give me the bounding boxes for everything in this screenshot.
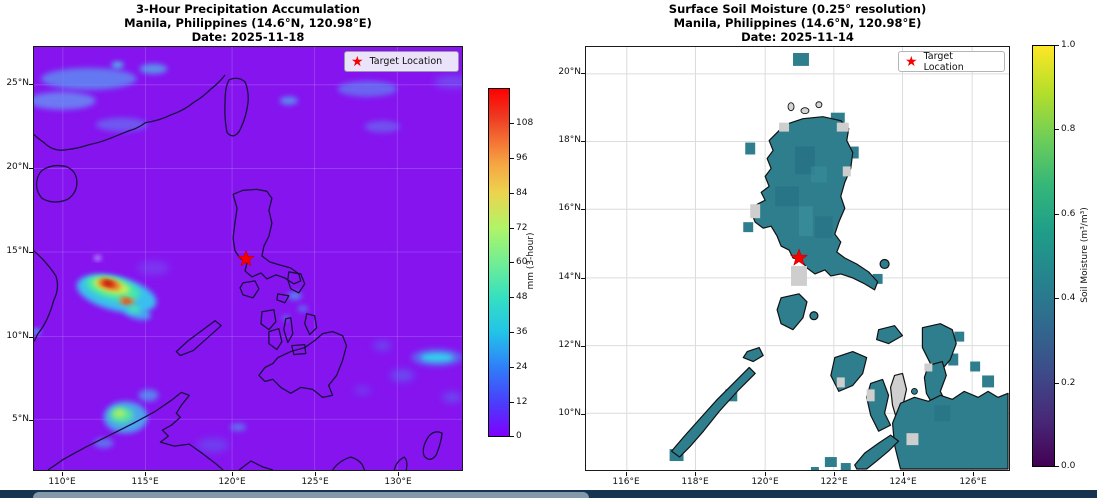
precip-intense-cell bbox=[76, 274, 157, 320]
y-tick: 18°N bbox=[558, 135, 581, 145]
x-tickmark bbox=[145, 472, 146, 476]
cbar-tick: 0.2 bbox=[1061, 378, 1076, 388]
x-tick: 120°E bbox=[751, 477, 779, 487]
soil-nodata-cells bbox=[750, 122, 933, 446]
cbar-tick: 0.8 bbox=[1061, 124, 1076, 134]
x-tickmark bbox=[695, 472, 696, 476]
soil-colorbar-gradient bbox=[1033, 46, 1054, 466]
x-tickmark bbox=[903, 472, 904, 476]
background-window-tab[interactable] bbox=[33, 492, 589, 498]
y-tickmark bbox=[581, 278, 585, 279]
cbar-tick: 108 bbox=[516, 118, 534, 128]
soil-legend: ★ Target Location bbox=[898, 50, 1005, 73]
precip-colorbar-gradient bbox=[489, 89, 509, 436]
y-tickmark bbox=[29, 420, 33, 421]
precip-title-block: 3-Hour Precipitation Accumulation Manila… bbox=[33, 2, 463, 44]
soil-map: ★ Target Location 116°E 118°E 120°E 122°… bbox=[558, 46, 1010, 487]
cbar-tick: 84 bbox=[516, 188, 528, 198]
precip-map: ★ Target Location 110°E 115°E 120°E 125°… bbox=[6, 46, 463, 487]
legend-star-icon: ★ bbox=[351, 53, 364, 70]
precip-colorbar bbox=[488, 88, 510, 437]
y-tick: 5°N bbox=[12, 414, 29, 424]
precip-title: 3-Hour Precipitation Accumulation bbox=[136, 2, 360, 16]
soil-subtitle: Manila, Philippines (14.6°N, 120.98°E) bbox=[673, 16, 922, 30]
x-tick: 116°E bbox=[612, 477, 640, 487]
y-tickmark bbox=[29, 84, 33, 85]
cbar-tick: 0.0 bbox=[1061, 461, 1076, 471]
soil-title: Surface Soil Moisture (0.25° resolution) bbox=[668, 2, 927, 16]
x-tickmark bbox=[232, 472, 233, 476]
precip-date: Date: 2025-11-18 bbox=[191, 30, 305, 44]
precip-legend-label: Target Location bbox=[369, 56, 443, 67]
x-tickmark bbox=[315, 472, 316, 476]
y-tickmark bbox=[581, 414, 585, 415]
x-tick: 130°E bbox=[384, 477, 412, 487]
y-tick: 25°N bbox=[6, 78, 29, 88]
x-tick: 122°E bbox=[820, 477, 848, 487]
precip-map-svg bbox=[33, 46, 463, 471]
precip-south-patches bbox=[93, 340, 462, 453]
x-tickmark bbox=[765, 472, 766, 476]
x-tickmark bbox=[626, 472, 627, 476]
soil-date: Date: 2025-11-14 bbox=[741, 30, 854, 44]
x-tick: 120°E bbox=[218, 477, 246, 487]
cbar-tick: 0.4 bbox=[1061, 293, 1076, 303]
y-tick: 10°N bbox=[558, 408, 581, 418]
y-tick: 14°N bbox=[558, 272, 581, 282]
y-tickmark bbox=[581, 209, 585, 210]
cbar-tick: 12 bbox=[516, 397, 528, 407]
cbar-tick: 48 bbox=[516, 292, 528, 302]
cbar-tick: 0 bbox=[516, 431, 522, 441]
precip-coastlines bbox=[34, 74, 443, 470]
target-star-icon bbox=[237, 249, 255, 267]
x-tick: 126°E bbox=[959, 477, 987, 487]
x-tick: 110°E bbox=[48, 477, 76, 487]
y-tickmark bbox=[581, 346, 585, 347]
x-tickmark bbox=[62, 472, 63, 476]
x-tickmark bbox=[973, 472, 974, 476]
soil-map-svg bbox=[585, 46, 1010, 471]
precip-legend: ★ Target Location bbox=[344, 51, 459, 72]
cbar-tick: 36 bbox=[516, 327, 528, 337]
y-tick: 12°N bbox=[558, 340, 581, 350]
legend-star-icon: ★ bbox=[905, 53, 918, 70]
y-tickmark bbox=[581, 141, 585, 142]
y-tick: 16°N bbox=[558, 203, 581, 213]
cbar-tick: 60 bbox=[516, 257, 528, 267]
y-tickmark bbox=[29, 337, 33, 338]
x-tick: 118°E bbox=[681, 477, 709, 487]
soil-colorbar bbox=[1032, 45, 1055, 467]
x-tick: 124°E bbox=[889, 477, 917, 487]
x-tick: 125°E bbox=[301, 477, 329, 487]
x-tick: 115°E bbox=[131, 477, 159, 487]
y-tick: 10°N bbox=[6, 331, 29, 341]
soil-tone-variation bbox=[775, 146, 951, 422]
soil-islands bbox=[670, 101, 1009, 470]
precip-colorbar-label: mm (3-hour) bbox=[526, 232, 536, 290]
y-tick: 20°N bbox=[558, 67, 581, 77]
y-tick: 20°N bbox=[6, 162, 29, 172]
precip-subtitle: Manila, Philippines (14.6°N, 120.98°E) bbox=[124, 16, 372, 30]
x-tickmark bbox=[398, 472, 399, 476]
cbar-tick: 24 bbox=[516, 362, 528, 372]
y-tickmark bbox=[29, 252, 33, 253]
target-star-icon bbox=[789, 248, 809, 266]
soil-legend-label: Target Location bbox=[923, 50, 964, 73]
background-window-bar[interactable] bbox=[0, 490, 1097, 498]
soil-title-block: Surface Soil Moisture (0.25° resolution)… bbox=[585, 2, 1010, 44]
x-tickmark bbox=[834, 472, 835, 476]
cbar-tick: 0.6 bbox=[1061, 209, 1076, 219]
y-tickmark bbox=[581, 73, 585, 74]
cbar-tick: 72 bbox=[516, 223, 528, 233]
y-tickmark bbox=[29, 168, 33, 169]
y-tick: 15°N bbox=[6, 246, 29, 256]
soil-colorbar-label: Soil Moisture (m³/m³) bbox=[1080, 207, 1090, 303]
cbar-tick: 1.0 bbox=[1061, 40, 1076, 50]
cbar-tick: 96 bbox=[516, 153, 528, 163]
precip-rain-patches bbox=[34, 61, 462, 335]
